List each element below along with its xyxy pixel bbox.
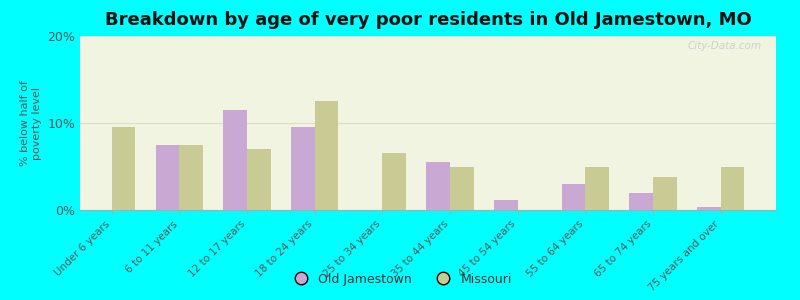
Bar [291,127,314,210]
Bar [382,154,406,210]
Bar [156,145,179,210]
Text: City-Data.com: City-Data.com [688,41,762,51]
Bar [314,101,338,210]
Bar [562,184,586,210]
Bar [494,200,518,210]
Bar [653,177,677,210]
Bar [179,145,203,210]
Bar [223,110,247,210]
Bar [426,162,450,210]
Bar [630,193,653,210]
Bar [721,167,744,210]
Legend: Old Jamestown, Missouri: Old Jamestown, Missouri [283,268,517,291]
Bar [450,167,474,210]
Bar [586,167,609,210]
Y-axis label: % below half of
poverty level: % below half of poverty level [20,80,42,166]
Title: Breakdown by age of very poor residents in Old Jamestown, MO: Breakdown by age of very poor residents … [105,11,751,29]
Bar [112,127,135,210]
Bar [697,207,721,210]
Bar [247,149,270,210]
